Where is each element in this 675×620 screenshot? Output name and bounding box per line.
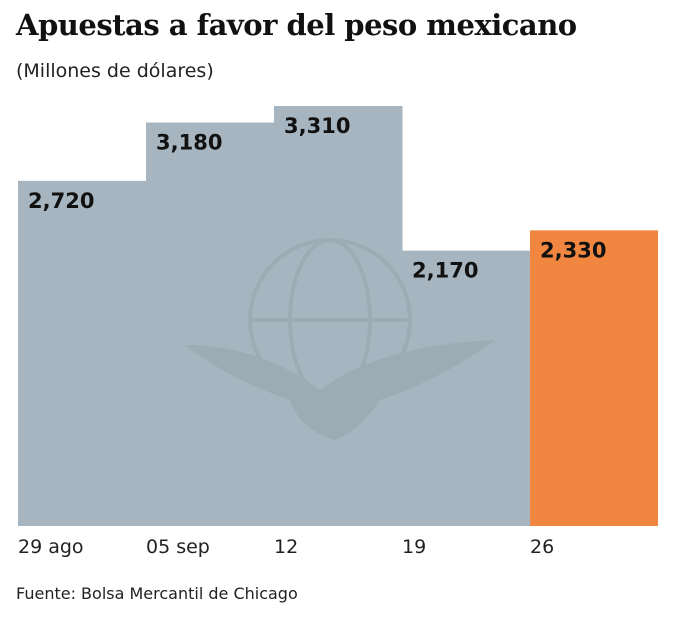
value-label-4: 2,330 [540,238,606,262]
x-tick-label-1: 05 sep [146,536,210,558]
bar-chart: 2,720 3,180 3,310 2,170 2,330 29 ago 05 sep 12… [18,106,658,558]
bar-2 [274,106,403,526]
x-tick-label-4: 26 [530,536,554,558]
bar-3 [402,250,531,526]
bar-4 [530,230,658,526]
value-label-1: 3,180 [156,130,222,154]
value-label-0: 2,720 [28,189,94,213]
source-note: Fuente: Bolsa Mercantil de Chicago [16,584,298,603]
chart-title: Apuestas a favor del peso mexicano [16,8,577,42]
bar-0 [18,180,147,526]
x-tick-label-0: 29 ago [18,536,84,558]
x-tick-label-2: 12 [274,536,298,558]
eagle-globe-icon [185,238,495,440]
chart-subtitle: (Millones de dólares) [16,60,214,82]
bar-1 [146,122,275,526]
value-label-2: 3,310 [284,114,350,138]
value-label-3: 2,170 [412,259,478,283]
x-tick-label-3: 19 [402,536,426,558]
